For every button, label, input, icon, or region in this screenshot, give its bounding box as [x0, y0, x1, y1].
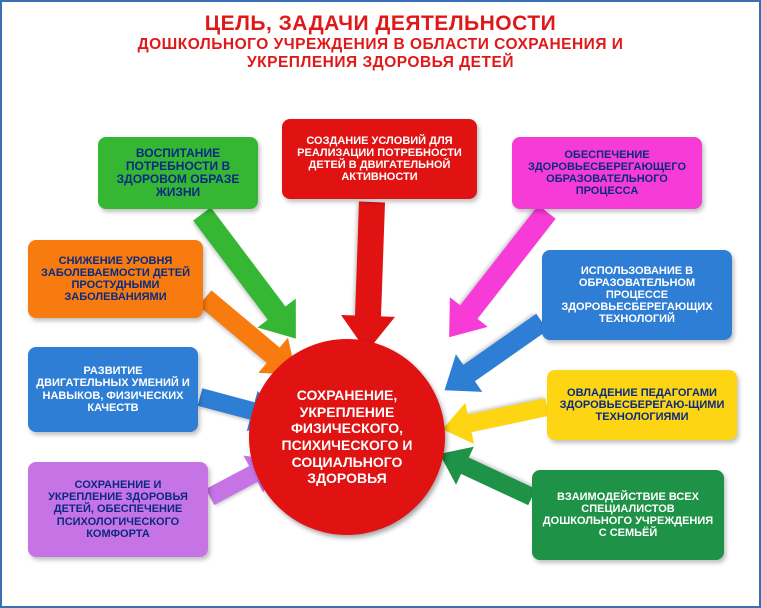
task-box-b9: ВЗАИМОДЕЙСТВИЕ ВСЕХ СПЕЦИАЛИСТОВ ДОШКОЛЬ…: [532, 470, 724, 560]
task-box-b7: ОВЛАДЕНИЕ ПЕДАГОГАМИ ЗДОРОВЬЕСБЕРЕГАЮ-ЩИ…: [547, 370, 737, 440]
task-box-label: СОЗДАНИЕ УСЛОВИЙ ДЛЯ РЕАЛИЗАЦИИ ПОТРЕБНО…: [290, 135, 469, 183]
task-box-b5: ИСПОЛЬЗОВАНИЕ В ОБРАЗОВАТЕЛЬНОМ ПРОЦЕССЕ…: [542, 250, 732, 340]
task-box-label: ВОСПИТАНИЕ ПОТРЕБНОСТИ В ЗДОРОВОМ ОБРАЗЕ…: [106, 147, 250, 200]
task-box-label: СОХРАНЕНИЕ И УКРЕПЛЕНИЕ ЗДОРОВЬЯ ДЕТЕЙ, …: [36, 479, 200, 539]
task-box-b4: СНИЖЕНИЕ УРОВНЯ ЗАБОЛЕВАЕМОСТИ ДЕТЕЙ ПРО…: [28, 240, 203, 318]
task-box-b1: ВОСПИТАНИЕ ПОТРЕБНОСТИ В ЗДОРОВОМ ОБРАЗЕ…: [98, 137, 258, 209]
task-box-b8: СОХРАНЕНИЕ И УКРЕПЛЕНИЕ ЗДОРОВЬЯ ДЕТЕЙ, …: [28, 462, 208, 557]
diagram-frame: ЦЕЛЬ, ЗАДАЧИ ДЕЯТЕЛЬНОСТИ ДОШКОЛЬНОГО УЧ…: [0, 0, 761, 608]
task-box-label: ОВЛАДЕНИЕ ПЕДАГОГАМИ ЗДОРОВЬЕСБЕРЕГАЮ-ЩИ…: [555, 387, 729, 423]
task-box-label: СНИЖЕНИЕ УРОВНЯ ЗАБОЛЕВАЕМОСТИ ДЕТЕЙ ПРО…: [36, 255, 195, 303]
center-goal-circle: СОХРАНЕНИЕ, УКРЕПЛЕНИЕ ФИЗИЧЕСКОГО, ПСИХ…: [249, 339, 445, 535]
task-box-label: ОБЕСПЕЧЕНИЕ ЗДОРОВЬЕСБЕРЕГАЮЩЕГО ОБРАЗОВ…: [520, 149, 694, 197]
task-box-label: ИСПОЛЬЗОВАНИЕ В ОБРАЗОВАТЕЛЬНОМ ПРОЦЕССЕ…: [550, 265, 724, 325]
center-goal-text: СОХРАНЕНИЕ, УКРЕПЛЕНИЕ ФИЗИЧЕСКОГО, ПСИХ…: [261, 387, 433, 486]
task-box-b2: СОЗДАНИЕ УСЛОВИЙ ДЛЯ РЕАЛИЗАЦИИ ПОТРЕБНО…: [282, 119, 477, 199]
task-box-label: РАЗВИТИЕ ДВИГАТЕЛЬНЫХ УМЕНИЙ И НАВЫКОВ, …: [36, 365, 190, 413]
task-box-b6: РАЗВИТИЕ ДВИГАТЕЛЬНЫХ УМЕНИЙ И НАВЫКОВ, …: [28, 347, 198, 432]
diagram-stage: ВОСПИТАНИЕ ПОТРЕБНОСТИ В ЗДОРОВОМ ОБРАЗЕ…: [2, 2, 759, 606]
task-box-b3: ОБЕСПЕЧЕНИЕ ЗДОРОВЬЕСБЕРЕГАЮЩЕГО ОБРАЗОВ…: [512, 137, 702, 209]
task-box-label: ВЗАИМОДЕЙСТВИЕ ВСЕХ СПЕЦИАЛИСТОВ ДОШКОЛЬ…: [540, 491, 716, 539]
